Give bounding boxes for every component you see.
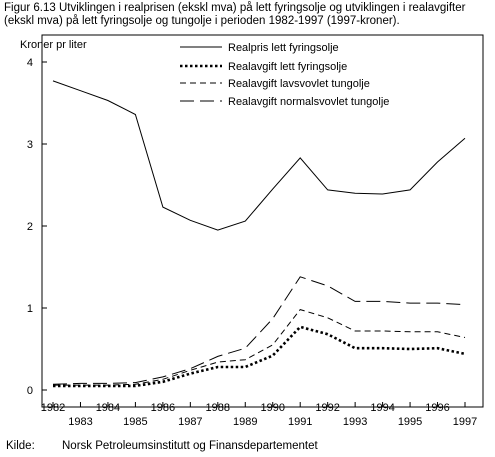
- x-tick-label: 1992: [315, 402, 339, 414]
- y-tick-label: 3: [27, 139, 33, 151]
- x-tick-label: 1984: [96, 402, 120, 414]
- y-tick-label: 0: [27, 385, 33, 397]
- x-tick-label: 1996: [425, 402, 449, 414]
- x-tick-label: 1997: [453, 416, 477, 428]
- y-tick-label: 1: [27, 303, 33, 315]
- source-text: Norsk Petroleumsinstitutt og Finansdepar…: [62, 440, 318, 452]
- series-lines: [52, 80, 466, 388]
- legend-entry-label: Realavgift normalsvovlet tungolje: [228, 96, 389, 108]
- x-tick-label: 1995: [398, 416, 422, 428]
- y-axis-ticks: 0 1 2 3 4: [27, 57, 47, 397]
- x-tick-label: 1985: [123, 416, 147, 428]
- source-note: Kilde: Norsk Petroleumsinstitutt og Finan…: [6, 440, 318, 452]
- x-tick-label: 1993: [343, 416, 367, 428]
- legend-entry-label: Realavgift lavsvovlet tungolje: [228, 78, 370, 90]
- x-tick-label: 1994: [370, 402, 394, 414]
- x-tick-label: 1989: [233, 416, 257, 428]
- series-line-1: [52, 80, 466, 231]
- y-tick-label: 4: [27, 57, 33, 69]
- source-label: Kilde:: [6, 440, 35, 452]
- x-tick-label: 1990: [260, 402, 284, 414]
- x-tick-label: 1987: [178, 416, 202, 428]
- series-line-4: [52, 276, 466, 385]
- legend: Realpris lett fyringsolje Realavgift lett…: [180, 42, 389, 108]
- series-line-3: [53, 309, 466, 386]
- y-axis-label: Kroner pr liter: [20, 39, 87, 51]
- x-tick-label: 1986: [151, 402, 175, 414]
- x-tick-label: 1983: [68, 416, 92, 428]
- x-tick-label: 1991: [288, 416, 312, 428]
- legend-entry-label: Realavgift lett fyringsolje: [228, 61, 347, 73]
- y-tick-label: 2: [27, 221, 33, 233]
- series-line-2: [53, 325, 466, 388]
- x-tick-label: 1982: [41, 402, 65, 414]
- x-tick-label: 1988: [206, 402, 230, 414]
- plot-area-frame: [41, 34, 484, 408]
- figure-title: Figur 6.13 Utviklingen i realprisen (eks…: [4, 2, 466, 27]
- legend-entry-label: Realpris lett fyringsolje: [228, 42, 339, 54]
